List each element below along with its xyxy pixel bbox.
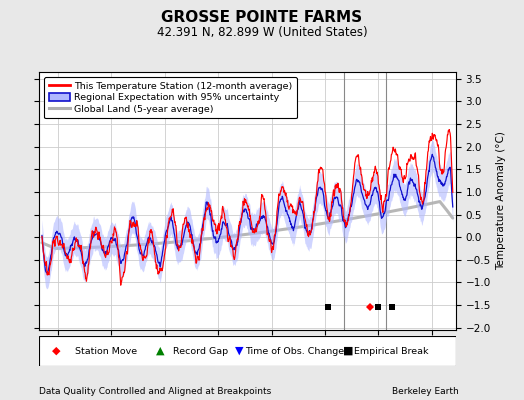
Legend: This Temperature Station (12-month average), Regional Expectation with 95% uncer: This Temperature Station (12-month avera… [44, 77, 297, 118]
Text: Time of Obs. Change: Time of Obs. Change [246, 346, 345, 356]
Text: ◆: ◆ [52, 346, 60, 356]
Text: GROSSE POINTE FARMS: GROSSE POINTE FARMS [161, 10, 363, 25]
Y-axis label: Temperature Anomaly (°C): Temperature Anomaly (°C) [497, 132, 507, 270]
Text: Data Quality Controlled and Aligned at Breakpoints: Data Quality Controlled and Aligned at B… [39, 387, 271, 396]
Text: Record Gap: Record Gap [172, 346, 228, 356]
Text: Station Move: Station Move [75, 346, 137, 356]
Text: Berkeley Earth: Berkeley Earth [392, 387, 458, 396]
Text: ▼: ▼ [235, 346, 244, 356]
Text: 42.391 N, 82.899 W (United States): 42.391 N, 82.899 W (United States) [157, 26, 367, 39]
Text: Empirical Break: Empirical Break [354, 346, 428, 356]
Text: ▲: ▲ [156, 346, 165, 356]
Text: ■: ■ [343, 346, 354, 356]
